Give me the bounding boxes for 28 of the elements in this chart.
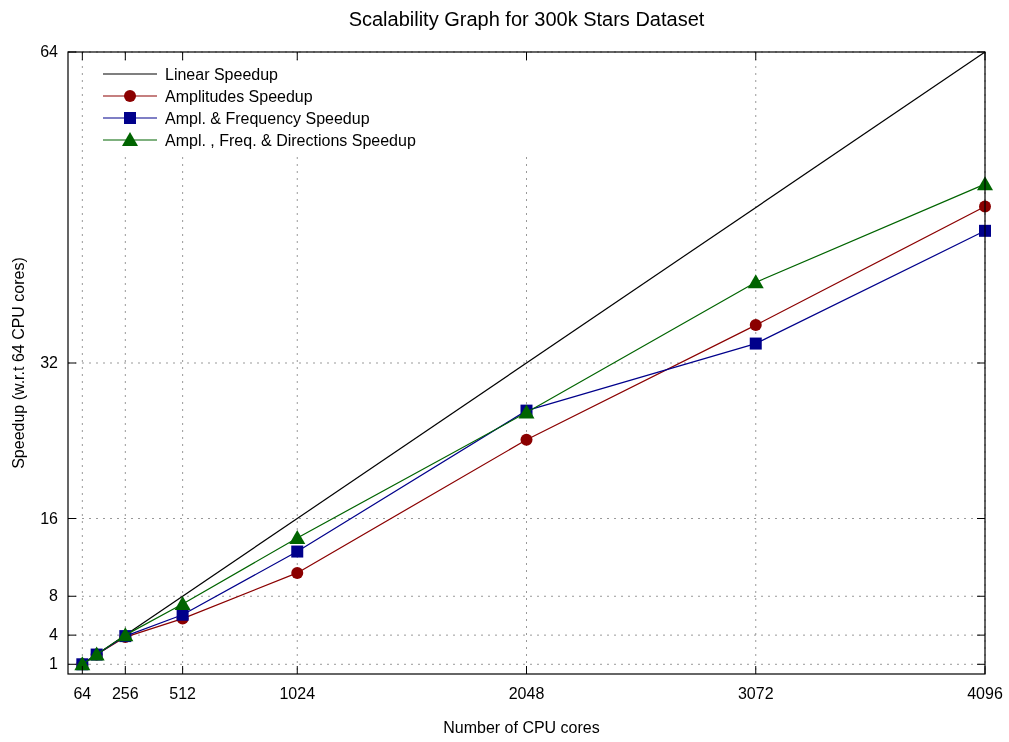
x-tick-label: 4096 (967, 685, 1003, 702)
point (749, 319, 762, 332)
legend-label: Amplitudes Speedup (165, 88, 313, 105)
x-tick-label: 256 (111, 685, 139, 702)
point (747, 274, 764, 289)
point (289, 529, 306, 544)
y-tick-label: 64 (40, 43, 59, 60)
y-axis-title: Speedup (w.r.t 64 CPU cores) (10, 257, 27, 469)
point (174, 596, 191, 611)
legend-label: Linear Speedup (165, 66, 279, 83)
x-tick-label: 3072 (737, 685, 774, 702)
y-tick-label: 4 (49, 626, 59, 644)
y-tick-label: 8 (49, 587, 59, 605)
point (291, 545, 304, 558)
legend-label: Ampl. , Freq. & Directions Speedup (165, 132, 416, 149)
x-tick-label: 64 (73, 685, 92, 702)
point (749, 337, 762, 350)
y-tick-label: 32 (40, 354, 59, 371)
chart-title: Scalability Graph for 300k Stars Dataset (348, 8, 705, 30)
x-tick-label: 512 (169, 685, 197, 702)
x-tick-label: 2048 (508, 685, 545, 702)
y-tick-label: 16 (40, 509, 59, 527)
x-tick-label: 1024 (279, 685, 316, 702)
y-tick-label: 1 (49, 655, 59, 673)
x-axis-title: Number of CPU cores (443, 719, 600, 736)
legend-label: Ampl. & Frequency Speedup (165, 110, 370, 127)
point (291, 566, 304, 579)
point (520, 433, 533, 446)
